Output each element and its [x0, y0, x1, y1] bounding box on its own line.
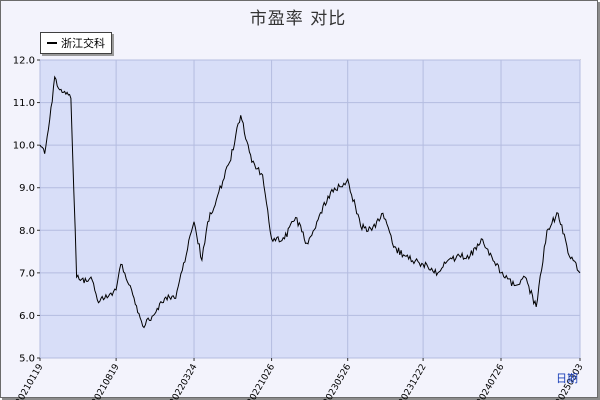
y-tick-label: 6.0	[19, 311, 35, 322]
legend: 浙江交科	[40, 32, 112, 54]
legend-label: 浙江交科	[61, 37, 105, 50]
legend-swatch	[47, 42, 57, 44]
x-tick-label: 20221026	[246, 362, 278, 400]
x-tick-label: 20220324	[168, 362, 200, 400]
x-tick-label: 20231222	[397, 363, 429, 400]
y-tick-label: 10.0	[13, 141, 35, 152]
y-tick-label: 9.0	[19, 183, 35, 194]
grid	[39, 59, 581, 359]
plot-area	[39, 59, 581, 359]
x-tick-label: 20210819	[90, 362, 122, 400]
y-tick-label: 12.0	[13, 56, 35, 67]
x-tick-label: 20230526	[322, 362, 354, 400]
y-tick-label: 7.0	[19, 268, 35, 279]
y-tick-label: 8.0	[19, 226, 35, 237]
chart-title: 市盈率 对比	[249, 9, 347, 29]
y-tick-label: 5.0	[19, 354, 35, 365]
x-tick-label: 20240726	[475, 362, 507, 400]
x-tick-label: 20210119	[14, 362, 46, 400]
x-axis-corner-label: 日期	[556, 372, 578, 385]
series-line-浙江交科	[39, 75, 581, 329]
x-axis: 20210119 20210819 20220324 20221026 20230526…	[14, 358, 586, 400]
y-axis: 5.0 6.0 7.0 8.0 9.0 10.0 11.0 12.0	[13, 56, 40, 365]
y-tick-label: 11.0	[13, 98, 35, 109]
